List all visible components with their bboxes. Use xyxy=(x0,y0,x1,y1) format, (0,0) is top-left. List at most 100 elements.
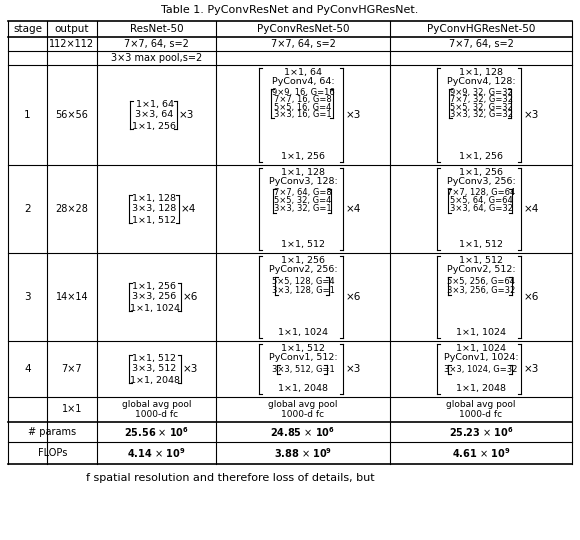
Text: 1×1, 512: 1×1, 512 xyxy=(281,240,325,249)
Text: 3×3, 256: 3×3, 256 xyxy=(132,293,177,301)
Text: PyConv1, 512:: PyConv1, 512: xyxy=(269,354,338,362)
Text: 1×1, 512: 1×1, 512 xyxy=(459,256,503,266)
Text: f spatial resolution and therefore loss of details, but: f spatial resolution and therefore loss … xyxy=(86,473,374,483)
Text: 7×7, 128, G=64: 7×7, 128, G=64 xyxy=(447,188,515,198)
Text: 3×3, 32, G=32: 3×3, 32, G=32 xyxy=(450,110,513,119)
Text: 2: 2 xyxy=(24,204,31,214)
Text: 7×7, 64, s=2: 7×7, 64, s=2 xyxy=(270,39,335,49)
Text: $\mathbf{25.56}$ $\times$ $\mathbf{10^6}$: $\mathbf{25.56}$ $\times$ $\mathbf{10^6}… xyxy=(124,425,189,439)
Text: 5×5, 32, G=4: 5×5, 32, G=4 xyxy=(274,197,332,206)
Text: 112×112: 112×112 xyxy=(49,39,95,49)
Text: 1×1, 256: 1×1, 256 xyxy=(281,152,325,161)
Text: 7×7, 64, s=2: 7×7, 64, s=2 xyxy=(448,39,513,49)
Text: FLOPs: FLOPs xyxy=(38,448,67,458)
Text: 1×1, 256: 1×1, 256 xyxy=(459,152,503,161)
Text: 9×9, 16, G=16: 9×9, 16, G=16 xyxy=(271,88,335,97)
Text: 1×1, 256: 1×1, 256 xyxy=(459,168,503,178)
Text: 3×3, 64: 3×3, 64 xyxy=(135,111,173,119)
Text: PyConvHGResNet-50: PyConvHGResNet-50 xyxy=(427,24,535,34)
Text: 7×7, 16, G=8: 7×7, 16, G=8 xyxy=(274,96,332,104)
Text: 1×1, 2048: 1×1, 2048 xyxy=(456,384,506,394)
Text: 3×3, 16, G=1: 3×3, 16, G=1 xyxy=(274,110,332,119)
Text: 5×5, 32, G=32: 5×5, 32, G=32 xyxy=(450,103,512,112)
Text: $\mathbf{4.14}$ $\times$ $\mathbf{10^9}$: $\mathbf{4.14}$ $\times$ $\mathbf{10^9}$ xyxy=(128,446,186,460)
Text: ×6: ×6 xyxy=(345,292,361,302)
Text: 1×1, 512: 1×1, 512 xyxy=(132,354,176,362)
Text: 3×3, 64, G=32: 3×3, 64, G=32 xyxy=(450,205,513,213)
Text: PyConv1, 1024:: PyConv1, 1024: xyxy=(444,354,519,362)
Text: 5×5, 256, G=64: 5×5, 256, G=64 xyxy=(447,277,515,286)
Text: $\mathbf{25.23}$ $\times$ $\mathbf{10^6}$: $\mathbf{25.23}$ $\times$ $\mathbf{10^6}… xyxy=(448,425,513,439)
Text: 4: 4 xyxy=(24,364,31,374)
Text: 1×1, 512: 1×1, 512 xyxy=(281,345,325,354)
Text: ×4: ×4 xyxy=(523,204,539,214)
Text: 3×3, 32, G=1: 3×3, 32, G=1 xyxy=(274,205,332,213)
Text: 1×1, 512: 1×1, 512 xyxy=(132,215,176,225)
Text: 7×7, 32, G=32: 7×7, 32, G=32 xyxy=(450,96,513,104)
Text: PyConv4, 64:: PyConv4, 64: xyxy=(271,78,334,86)
Text: 3×3, 1024, G=32: 3×3, 1024, G=32 xyxy=(444,365,518,374)
Text: global avg pool
1000-d fc: global avg pool 1000-d fc xyxy=(122,400,191,419)
Text: 14×14: 14×14 xyxy=(56,292,88,302)
Text: 1×1, 128: 1×1, 128 xyxy=(132,193,176,202)
Text: 7×7: 7×7 xyxy=(61,364,82,374)
Text: PyConv3, 128:: PyConv3, 128: xyxy=(269,178,338,186)
Text: $\mathbf{24.85}$ $\times$ $\mathbf{10^6}$: $\mathbf{24.85}$ $\times$ $\mathbf{10^6}… xyxy=(270,425,335,439)
Text: 1×1, 128: 1×1, 128 xyxy=(459,69,503,78)
Text: PyConv4, 128:: PyConv4, 128: xyxy=(447,78,515,86)
Text: 5×5, 16, G=4: 5×5, 16, G=4 xyxy=(274,103,332,112)
Text: 7×7, 64, s=2: 7×7, 64, s=2 xyxy=(124,39,189,49)
Text: 3×3, 512: 3×3, 512 xyxy=(132,364,177,374)
Text: PyConvResNet-50: PyConvResNet-50 xyxy=(257,24,349,34)
Text: 7×7, 64, G=8: 7×7, 64, G=8 xyxy=(274,188,332,198)
Text: 1×1, 1024: 1×1, 1024 xyxy=(456,328,506,338)
Text: 1×1, 2048: 1×1, 2048 xyxy=(129,375,179,384)
Text: 1×1, 512: 1×1, 512 xyxy=(459,240,503,249)
Text: # params: # params xyxy=(28,427,77,437)
Text: 3×3 max pool,s=2: 3×3 max pool,s=2 xyxy=(111,53,202,63)
Text: 9×9, 32, G=32: 9×9, 32, G=32 xyxy=(450,88,512,97)
Text: global avg pool
1000-d fc: global avg pool 1000-d fc xyxy=(446,400,516,419)
Text: 1×1, 1024: 1×1, 1024 xyxy=(278,328,328,338)
Text: 3×3, 256, G=32: 3×3, 256, G=32 xyxy=(447,286,515,295)
Text: global avg pool
1000-d fc: global avg pool 1000-d fc xyxy=(268,400,338,419)
Text: ×4: ×4 xyxy=(181,204,196,214)
Text: ×6: ×6 xyxy=(523,292,539,302)
Text: ×3: ×3 xyxy=(523,364,539,374)
Text: 1×1, 256: 1×1, 256 xyxy=(281,256,325,266)
Text: 1×1, 64: 1×1, 64 xyxy=(136,99,173,109)
Text: 1×1, 1024: 1×1, 1024 xyxy=(456,345,506,354)
Text: 1×1, 1024: 1×1, 1024 xyxy=(129,303,179,313)
Text: ×4: ×4 xyxy=(345,204,361,214)
Text: 3×3, 128, G=1: 3×3, 128, G=1 xyxy=(271,286,335,295)
Text: PyConv2, 256:: PyConv2, 256: xyxy=(269,266,338,274)
Text: 28×28: 28×28 xyxy=(56,204,88,214)
Text: PyConv3, 256:: PyConv3, 256: xyxy=(447,178,516,186)
Text: $\mathbf{4.61}$ $\times$ $\mathbf{10^9}$: $\mathbf{4.61}$ $\times$ $\mathbf{10^9}$ xyxy=(452,446,510,460)
Text: 1: 1 xyxy=(24,110,31,120)
Text: $\mathbf{3.88}$ $\times$ $\mathbf{10^9}$: $\mathbf{3.88}$ $\times$ $\mathbf{10^9}$ xyxy=(274,446,332,460)
Text: ×3: ×3 xyxy=(523,110,539,120)
Text: ×3: ×3 xyxy=(179,110,194,120)
Text: ×3: ×3 xyxy=(183,364,198,374)
Text: 1×1, 128: 1×1, 128 xyxy=(281,168,325,178)
Text: ×3: ×3 xyxy=(345,364,361,374)
Text: ×3: ×3 xyxy=(345,110,361,120)
Text: 3: 3 xyxy=(24,292,31,302)
Text: Table 1. PyConvResNet and PyConvHGResNet.: Table 1. PyConvResNet and PyConvHGResNet… xyxy=(161,5,419,15)
Text: PyConv2, 512:: PyConv2, 512: xyxy=(447,266,515,274)
Text: ResNet-50: ResNet-50 xyxy=(130,24,183,34)
Text: 3×3, 128: 3×3, 128 xyxy=(132,205,177,213)
Text: 1×1, 64: 1×1, 64 xyxy=(284,69,322,78)
Text: 5×5, 64, G=64: 5×5, 64, G=64 xyxy=(450,197,512,206)
Text: 5×5, 128, G=4: 5×5, 128, G=4 xyxy=(271,277,334,286)
Text: 1×1: 1×1 xyxy=(62,404,82,415)
Text: stage: stage xyxy=(13,24,42,34)
Text: 1×1, 256: 1×1, 256 xyxy=(132,122,176,131)
Text: ×6: ×6 xyxy=(183,292,198,302)
Text: 1×1, 256: 1×1, 256 xyxy=(132,281,176,291)
Text: 56×56: 56×56 xyxy=(56,110,88,120)
Text: 1×1, 2048: 1×1, 2048 xyxy=(278,384,328,394)
Text: output: output xyxy=(55,24,89,34)
Text: 3×3, 512, G=1: 3×3, 512, G=1 xyxy=(271,365,335,374)
